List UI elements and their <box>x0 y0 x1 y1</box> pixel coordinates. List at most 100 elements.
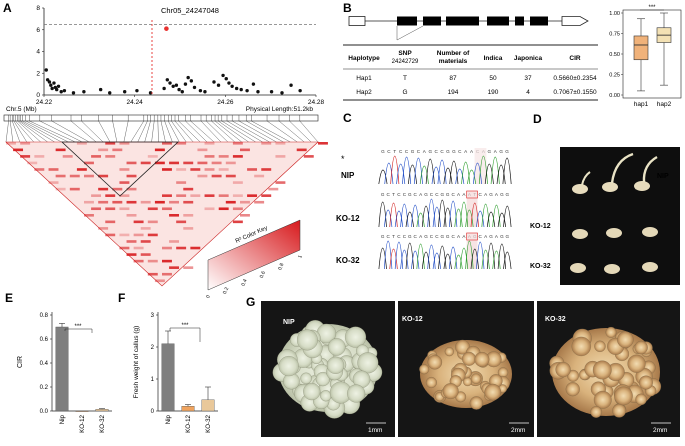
lead-snp-point <box>164 26 169 31</box>
ld-cell <box>119 207 130 211</box>
ld-cell <box>232 220 243 224</box>
header-snp: SNP <box>398 50 412 57</box>
callus-photo-ko12: KO-12 2mm <box>398 301 534 437</box>
ld-cell <box>98 187 109 191</box>
manhattan-point <box>298 88 302 93</box>
ld-cell <box>27 161 38 165</box>
callus-ko12-mass <box>419 339 512 410</box>
haplotype-table: Haplotype SNP 24242729 Number of materia… <box>343 44 598 101</box>
snp-connector <box>238 120 277 143</box>
panel-letter-e: E <box>5 291 13 305</box>
ld-cell <box>76 168 87 171</box>
snp-connector <box>171 120 187 143</box>
x-tick-label: 24.24 <box>127 99 144 106</box>
chromatogram-peak <box>438 199 447 228</box>
ld-cell <box>162 142 172 145</box>
chromatogram-bg <box>380 147 510 185</box>
ld-cell <box>254 200 265 204</box>
callus-photo-ko32: KO-32 2mm <box>537 301 680 437</box>
color-key-tick-label: 0.8 <box>277 262 285 271</box>
manhattan-point <box>108 91 112 95</box>
seed-nip-3 <box>634 181 650 191</box>
chromatogram-label-ko12: KO-12 <box>336 214 360 223</box>
header-indica: Indica <box>484 55 503 62</box>
base-call: G <box>424 234 428 239</box>
utr-5-box <box>348 16 366 26</box>
chromatogram-peak <box>378 169 388 185</box>
manhattan-point <box>177 87 181 92</box>
chr-label: Chr.5 (Mb) <box>6 106 37 113</box>
chromatogram-peak <box>502 157 512 185</box>
chromatogram-peak <box>400 249 409 270</box>
chromatogram-peak <box>503 205 512 228</box>
weight-significance-bracket <box>169 327 201 342</box>
base-call: C <box>451 192 455 197</box>
chromatogram-peak <box>448 200 458 228</box>
snp-connector <box>211 120 235 143</box>
snp-connector <box>51 120 90 143</box>
ld-cell <box>105 142 116 145</box>
manhattan-point <box>192 85 197 90</box>
ld-cell <box>197 161 208 165</box>
scale-label-nip: 1mm <box>368 427 382 434</box>
manhattan-point <box>56 84 61 89</box>
chromatogram-peak <box>405 242 414 270</box>
bar-x-label: Nip <box>59 414 66 424</box>
ld-cell <box>112 200 123 204</box>
manhattan-point <box>47 80 52 84</box>
ld-cell <box>119 142 130 145</box>
panel-letter-a: A <box>3 1 12 15</box>
ld-cell <box>13 148 24 152</box>
ld-cell <box>154 279 165 283</box>
base-call: G <box>381 234 385 239</box>
cell-hap1-indica: 50 <box>489 75 497 82</box>
weight-bars <box>161 330 215 412</box>
ld-cell <box>303 155 314 158</box>
ld-cell <box>119 181 130 184</box>
manhattan-point <box>122 90 127 94</box>
snp-connector <box>12 120 21 143</box>
ld-cell <box>154 161 165 165</box>
ld-cell <box>162 272 172 276</box>
chromatogram-peak <box>383 240 393 270</box>
ld-cell <box>176 181 187 184</box>
callus-label-nip: NIP <box>283 319 295 326</box>
ld-cell <box>69 187 80 191</box>
header-number: Number of <box>437 50 470 57</box>
callus-lobe <box>635 393 647 406</box>
snp-connector <box>164 120 173 143</box>
snp-connector <box>70 120 97 143</box>
chromatogram-peak <box>437 159 447 185</box>
ld-cell <box>275 155 286 158</box>
ld-cell <box>296 148 307 152</box>
gene-structure <box>348 16 589 41</box>
ld-cell <box>91 194 102 197</box>
base-call: C <box>434 149 438 154</box>
ld-cell <box>190 246 201 250</box>
chromatogram-peak <box>459 247 469 270</box>
base-call: G <box>381 192 385 197</box>
callus-lobe <box>616 331 634 349</box>
box-y-tick-label: 0.75 <box>609 32 620 38</box>
snp-connector <box>137 120 148 143</box>
ld-cell <box>218 207 229 211</box>
ld-cell <box>62 155 73 158</box>
base-call: A <box>495 234 499 239</box>
seedlings-ko12 <box>572 227 658 239</box>
base-call: C <box>397 234 401 239</box>
callus-lobe <box>425 376 438 389</box>
snp-connector <box>39 120 83 143</box>
ld-cell <box>112 148 123 152</box>
base-call: T <box>393 149 396 154</box>
ld-cell <box>176 220 187 224</box>
ld-cell <box>48 181 59 184</box>
seedling-label-nip: NIP <box>657 173 669 180</box>
snp-connector <box>20 120 55 143</box>
manhattan-point <box>44 68 48 72</box>
snp-connector <box>13 120 27 143</box>
chromatogram-peak <box>383 209 393 228</box>
ld-cell <box>105 220 116 224</box>
callus-lobe <box>613 386 633 406</box>
ld-cell <box>169 161 180 165</box>
cir-y-label: CIR <box>17 356 24 368</box>
